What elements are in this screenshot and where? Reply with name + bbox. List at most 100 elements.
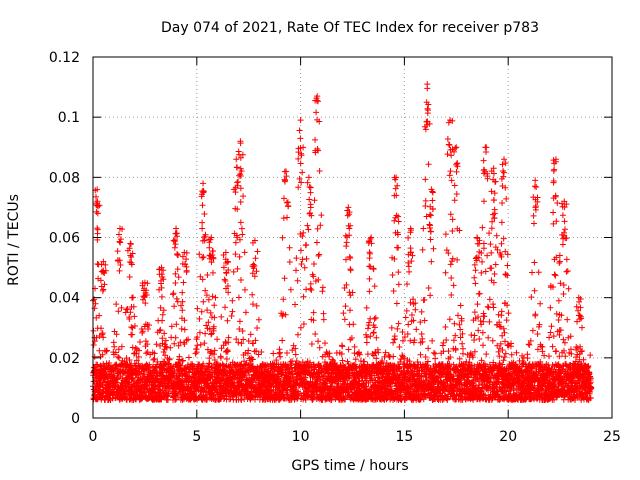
- data-point: [175, 372, 182, 379]
- data-point: [165, 390, 172, 397]
- data-point: [99, 331, 106, 338]
- data-point: [116, 354, 123, 361]
- data-point: [160, 349, 167, 356]
- data-point: [131, 323, 138, 330]
- data-point: [225, 289, 232, 296]
- data-point: [174, 266, 181, 273]
- data-point: [223, 348, 230, 355]
- data-point: [129, 331, 136, 338]
- data-point: [224, 317, 231, 324]
- data-point: [181, 326, 188, 333]
- data-point: [92, 300, 99, 307]
- data-point: [183, 337, 190, 344]
- data-point: [175, 342, 182, 349]
- data-point: [209, 269, 216, 276]
- data-point: [129, 344, 136, 351]
- data-point: [178, 325, 185, 332]
- data-point: [216, 362, 223, 369]
- data-point: [207, 309, 214, 316]
- data-point: [200, 253, 207, 260]
- data-point: [118, 343, 125, 350]
- data-point: [218, 313, 225, 320]
- data-point: [222, 372, 229, 379]
- data-point: [157, 304, 164, 311]
- data-point: [203, 292, 210, 299]
- data-point: [143, 350, 150, 357]
- data-point: [146, 322, 153, 329]
- data-point: [106, 359, 113, 366]
- data-point: [200, 298, 207, 305]
- data-point: [111, 343, 118, 350]
- data-point: [206, 326, 213, 333]
- data-point: [175, 274, 182, 281]
- data-point: [115, 346, 122, 353]
- data-point: [159, 317, 166, 324]
- data-point: [179, 307, 186, 314]
- data-point: [173, 321, 180, 328]
- data-point: [225, 334, 232, 341]
- data-point: [133, 350, 140, 357]
- data-point: [94, 210, 101, 217]
- data-point: [171, 303, 178, 310]
- data-point: [153, 341, 160, 348]
- data-point: [113, 331, 120, 338]
- data-point: [213, 360, 220, 367]
- data-point: [211, 302, 218, 309]
- data-point: [167, 344, 174, 351]
- data-point: [164, 396, 171, 403]
- data-point: [169, 291, 176, 298]
- data-point: [158, 293, 165, 300]
- data-point: [205, 319, 212, 326]
- data-point: [199, 276, 206, 283]
- data-point: [171, 340, 178, 347]
- data-point: [115, 308, 122, 315]
- data-point: [100, 334, 107, 341]
- data-point: [130, 303, 137, 310]
- data-point: [181, 341, 188, 348]
- data-point: [210, 323, 217, 330]
- data-point: [179, 298, 186, 305]
- data-point: [171, 244, 178, 251]
- data-point: [204, 307, 211, 314]
- data-point: [178, 302, 185, 309]
- data-point: [202, 287, 209, 294]
- data-point: [98, 325, 105, 332]
- data-point: [135, 347, 142, 354]
- data-point: [115, 353, 122, 360]
- data-point: [144, 341, 151, 348]
- data-point: [151, 355, 158, 362]
- data-point: [203, 322, 210, 329]
- data-point: [173, 396, 180, 403]
- data-point: [116, 267, 123, 274]
- data-point: [221, 276, 228, 283]
- data-point: [205, 296, 212, 303]
- data-point: [222, 304, 229, 311]
- data-point: [162, 343, 169, 350]
- data-point: [126, 357, 133, 364]
- data-point: [224, 348, 231, 355]
- data-point: [113, 301, 120, 308]
- data-point: [146, 361, 153, 368]
- data-point: [173, 295, 180, 302]
- data-point: [166, 355, 173, 362]
- data-point: [151, 350, 158, 357]
- data-point: [224, 283, 231, 290]
- data-point: [126, 316, 133, 323]
- data-point: [194, 334, 201, 341]
- data-point: [193, 349, 200, 356]
- data-point: [96, 312, 103, 319]
- data-point: [197, 341, 204, 348]
- data-point: [168, 323, 175, 330]
- data-point: [196, 329, 203, 336]
- data-point: [127, 309, 134, 316]
- data-point: [176, 353, 183, 360]
- data-point: [130, 294, 137, 301]
- data-point: [211, 347, 218, 354]
- data-point: [204, 346, 211, 353]
- data-point: [202, 330, 209, 337]
- data-point: [206, 360, 213, 367]
- data-point: [179, 289, 186, 296]
- data-point: [200, 387, 207, 394]
- data-point: [172, 270, 179, 277]
- data-point: [172, 334, 179, 341]
